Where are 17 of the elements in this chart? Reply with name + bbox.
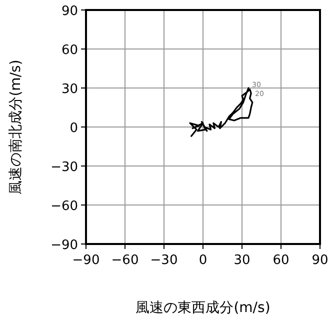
y-tick-label: 30	[61, 82, 78, 97]
y-axis-title: 風速の南北成分(m/s)	[8, 60, 24, 194]
y-tick-label: −30	[50, 160, 78, 175]
line-series	[189, 87, 254, 137]
x-tick-label: −30	[150, 253, 178, 268]
y-tick-label: −60	[50, 199, 78, 214]
x-axis-title: 風速の東西成分(m/s)	[136, 300, 270, 316]
y-tick-label: 90	[61, 4, 78, 19]
y-tick-label: 0	[70, 121, 78, 136]
y-tick-label: 60	[61, 43, 78, 58]
x-tick-label: −60	[111, 253, 139, 268]
x-tick-label: 60	[272, 253, 290, 268]
y-tick-label: −90	[50, 238, 78, 253]
x-tick-label: −90	[72, 253, 100, 268]
x-tick-label: 90	[312, 253, 328, 268]
x-tick-label: 30	[234, 253, 250, 268]
x-tick-label: 0	[198, 253, 208, 268]
